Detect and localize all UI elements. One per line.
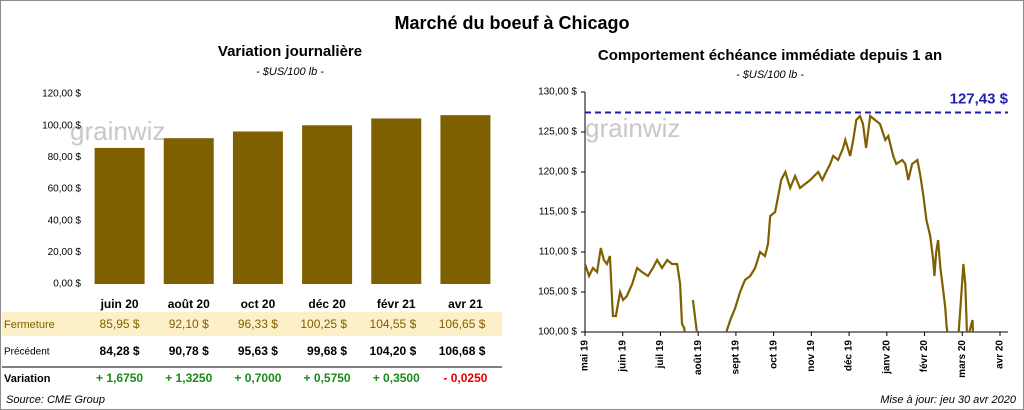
x-tick-label: août 20 bbox=[168, 297, 210, 311]
cell: 106,68 $ bbox=[439, 344, 486, 358]
cell: 95,63 $ bbox=[238, 344, 278, 358]
x-tick-label: juin 20 bbox=[100, 297, 139, 311]
cell: 104,20 $ bbox=[370, 344, 417, 358]
chart-subtitle: - $US/100 lb - bbox=[736, 69, 804, 81]
x-tick-label: mai 19 bbox=[580, 340, 591, 372]
y-tick-label: 115,00 $ bbox=[539, 207, 578, 218]
x-tick-label: oct 19 bbox=[768, 340, 779, 369]
cell: 99,68 $ bbox=[307, 344, 347, 358]
cell: + 0,7000 bbox=[234, 371, 281, 385]
x-tick-label: déc 20 bbox=[308, 297, 346, 311]
y-tick-label: 120,00 $ bbox=[538, 167, 577, 178]
y-tick-label: 80,00 $ bbox=[48, 152, 82, 163]
row-label: Variation bbox=[4, 373, 51, 385]
title: Marché du boeuf à Chicago bbox=[394, 13, 629, 33]
cell: 92,10 $ bbox=[169, 317, 209, 331]
row-highlight bbox=[2, 312, 502, 336]
x-tick-label: juil 19 bbox=[655, 340, 666, 370]
row-label: Précédent bbox=[4, 347, 50, 358]
x-tick-label: janv 20 bbox=[881, 340, 892, 375]
x-tick-label: oct 20 bbox=[241, 297, 276, 311]
cell: - 0,0250 bbox=[443, 371, 487, 385]
updated: Mise à jour: jeu 30 avr 2020 bbox=[880, 394, 1017, 406]
bar bbox=[232, 131, 283, 284]
cell: 96,33 $ bbox=[238, 317, 278, 331]
y-tick-label: 100,00 $ bbox=[538, 327, 577, 338]
y-tick-label: 100,00 $ bbox=[42, 120, 81, 131]
x-tick-label: mars 20 bbox=[957, 340, 968, 378]
x-tick-label: nov 19 bbox=[806, 340, 817, 372]
bar bbox=[440, 115, 491, 284]
x-tick-label: août 19 bbox=[693, 340, 704, 375]
y-tick-label: 110,00 $ bbox=[539, 247, 578, 258]
x-tick-label: févr 21 bbox=[377, 297, 416, 311]
x-tick-label: sept 19 bbox=[731, 340, 742, 375]
y-tick-label: 130,00 $ bbox=[538, 87, 577, 98]
cell: + 1,6750 bbox=[96, 371, 143, 385]
y-tick-label: 0,00 $ bbox=[53, 279, 81, 290]
cell: 84,28 $ bbox=[100, 344, 140, 358]
bar bbox=[302, 125, 353, 284]
y-tick-label: 40,00 $ bbox=[48, 215, 82, 226]
chart-title: Variation journalière bbox=[218, 43, 362, 60]
cell: + 1,3250 bbox=[165, 371, 212, 385]
bar bbox=[163, 138, 214, 284]
cell: 104,55 $ bbox=[370, 317, 417, 331]
y-tick-label: 125,00 $ bbox=[538, 127, 577, 138]
row-label: Fermeture bbox=[4, 319, 55, 331]
cell: + 0,3500 bbox=[373, 371, 420, 385]
y-tick-label: 20,00 $ bbox=[48, 247, 82, 258]
chart-title: Comportement échéance immédiate depuis 1… bbox=[598, 47, 942, 64]
cell: 106,65 $ bbox=[439, 317, 486, 331]
x-tick-label: févr 20 bbox=[919, 340, 930, 373]
cell: + 0,5750 bbox=[304, 371, 351, 385]
watermark: grainwiz bbox=[70, 116, 165, 146]
x-tick-label: avr 20 bbox=[995, 340, 1006, 369]
bar bbox=[371, 118, 422, 285]
watermark: grainwiz bbox=[585, 113, 680, 143]
x-tick-label: juin 19 bbox=[617, 340, 628, 373]
source: Source: CME Group bbox=[6, 394, 105, 406]
bar bbox=[94, 147, 145, 284]
y-tick-label: 120,00 $ bbox=[42, 89, 81, 100]
price-line bbox=[585, 113, 975, 332]
y-tick-label: 105,00 $ bbox=[538, 287, 577, 298]
cell: 100,25 $ bbox=[300, 317, 347, 331]
reference-label: 127,43 $ bbox=[950, 91, 1009, 108]
cell: 85,95 $ bbox=[100, 317, 140, 331]
x-tick-label: déc 19 bbox=[844, 340, 855, 372]
cell: 90,78 $ bbox=[169, 344, 209, 358]
x-tick-label: avr 21 bbox=[448, 297, 483, 311]
y-tick-label: 60,00 $ bbox=[48, 184, 82, 195]
chart-subtitle: - $US/100 lb - bbox=[256, 66, 324, 78]
